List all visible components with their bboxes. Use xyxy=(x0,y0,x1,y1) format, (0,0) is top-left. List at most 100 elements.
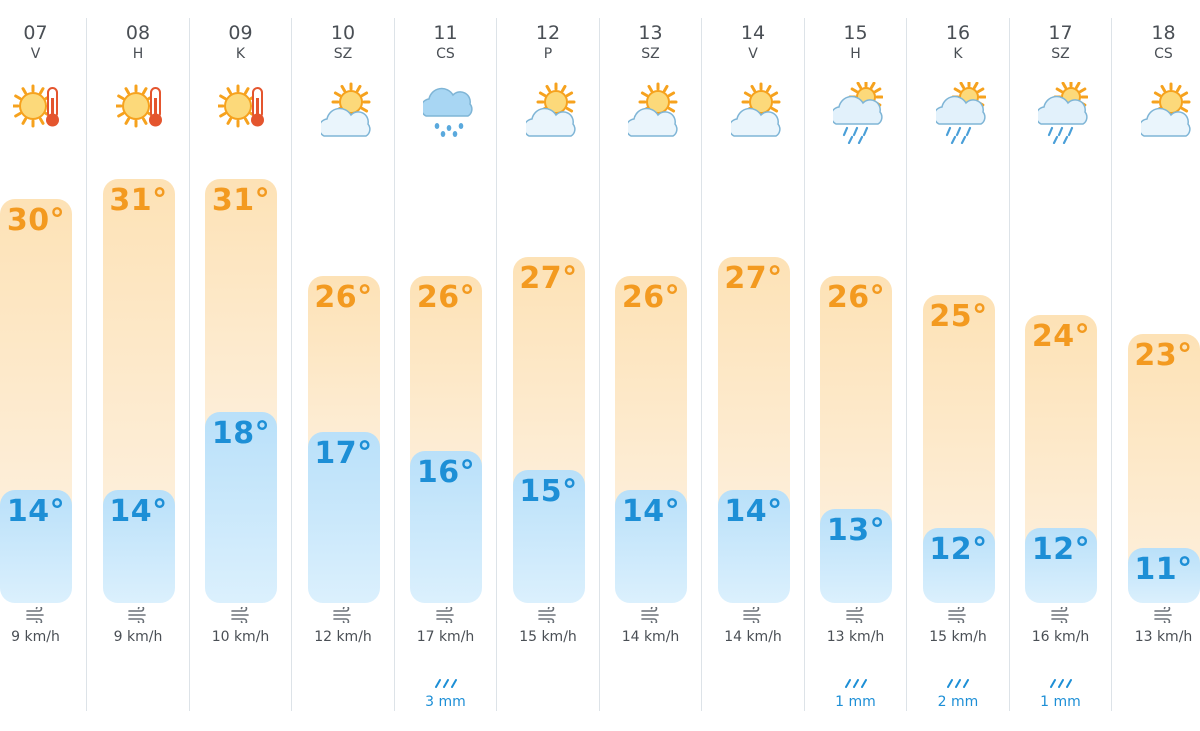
low-temp-bar: 11° xyxy=(1127,547,1200,603)
wind-icon xyxy=(293,605,394,625)
low-temp-label: 12° xyxy=(1031,532,1091,568)
sun-rain-cloud-icon xyxy=(932,79,986,145)
wind-icon xyxy=(190,605,291,625)
low-temp-bar: 12° xyxy=(1025,528,1097,603)
high-temp-label: 26° xyxy=(621,279,681,315)
partly-cloudy-icon xyxy=(1137,82,1191,140)
low-temp-bar: 17° xyxy=(307,431,380,603)
day-name: P xyxy=(543,46,553,62)
high-temp-label: 25° xyxy=(929,299,988,335)
day-name: H xyxy=(132,46,144,62)
wind-icon xyxy=(88,605,189,625)
day-column[interactable]: 12 P 27° 15° 15 km/h xyxy=(498,18,600,711)
partly-cloudy-icon xyxy=(727,82,781,140)
low-temp-bar: 13° xyxy=(820,509,892,603)
day-name: K xyxy=(235,46,246,62)
rain-amount: 3 mm xyxy=(425,694,466,710)
day-name: K xyxy=(953,46,963,62)
low-temp-label: 16° xyxy=(416,455,476,491)
partly-cloudy-icon xyxy=(317,82,371,140)
day-column[interactable]: 13 SZ 26° 14° 14 km/h xyxy=(600,18,702,711)
wind-speed: 13 km/h xyxy=(1134,629,1193,645)
low-temp-label: 12° xyxy=(929,532,988,568)
hot-sun-thermometer-icon xyxy=(11,82,63,140)
low-temp-bar: 16° xyxy=(410,451,482,603)
rain-icon xyxy=(395,673,496,688)
day-name: SZ xyxy=(641,46,660,62)
low-temp-bar: 14° xyxy=(0,489,72,603)
rain-icon xyxy=(1010,673,1111,688)
day-column[interactable]: 15 H 26° 13° 13 km/h 1 mm xyxy=(805,18,907,711)
rain-cloud-icon xyxy=(420,82,473,140)
day-date: 18 xyxy=(1151,22,1176,44)
day-date: 10 xyxy=(330,22,356,44)
high-temp-label: 27° xyxy=(519,260,578,296)
low-temp-label: 14° xyxy=(6,493,66,529)
day-name: H xyxy=(850,46,861,62)
day-date: 14 xyxy=(740,22,766,44)
wind-speed: 16 km/h xyxy=(1031,629,1090,645)
low-temp-bar: 12° xyxy=(922,528,995,603)
wind-icon xyxy=(703,605,804,625)
day-name: SZ xyxy=(333,46,353,62)
wind-speed: 15 km/h xyxy=(929,629,987,645)
wind-speed: 10 km/h xyxy=(211,629,270,645)
day-column[interactable]: 07 V 30° 14° 9 km/h xyxy=(0,18,87,711)
low-temp-bar: 14° xyxy=(615,489,687,603)
low-temp-label: 11° xyxy=(1134,551,1193,587)
wind-speed: 12 km/h xyxy=(314,629,372,645)
low-temp-label: 14° xyxy=(621,493,681,529)
day-column[interactable]: 17 SZ 24° 12° 16 km/h 1 mm xyxy=(1010,18,1112,711)
wind-speed: 14 km/h xyxy=(724,629,782,645)
day-column[interactable]: 10 SZ 26° 17° 12 km/h xyxy=(293,18,395,711)
day-date: 12 xyxy=(535,22,561,44)
rain-amount: 1 mm xyxy=(835,694,876,710)
low-temp-label: 14° xyxy=(109,493,168,529)
low-temp-label: 14° xyxy=(724,493,783,529)
wind-icon xyxy=(908,605,1009,625)
wind-speed: 15 km/h xyxy=(519,629,577,645)
low-temp-bar: 14° xyxy=(717,489,790,603)
day-column[interactable]: 14 V 27° 14° 14 km/h xyxy=(703,18,805,711)
high-temp-label: 26° xyxy=(314,279,373,315)
hot-sun-thermometer-icon xyxy=(216,82,268,140)
sun-rain-cloud-icon xyxy=(1035,79,1089,145)
day-name: V xyxy=(748,46,758,62)
day-name: CS xyxy=(436,46,455,62)
rain-amount: 1 mm xyxy=(1040,694,1081,710)
day-name: CS xyxy=(1154,46,1173,62)
day-column[interactable]: 16 K 25° 12° 15 km/h 2 mm xyxy=(908,18,1010,711)
wind-icon xyxy=(600,605,701,625)
wind-icon xyxy=(0,605,86,625)
sun-rain-cloud-icon xyxy=(830,79,884,145)
wind-icon xyxy=(1113,605,1200,625)
low-temp-label: 13° xyxy=(826,513,886,549)
day-column[interactable]: 08 H 31° 14° 9 km/h xyxy=(88,18,190,711)
high-temp-bar: 30° xyxy=(0,198,72,544)
day-column[interactable]: 09 K 31° 18° 10 km/h xyxy=(190,18,292,711)
wind-icon xyxy=(395,605,496,625)
high-temp-label: 26° xyxy=(826,279,886,315)
wind-speed: 17 km/h xyxy=(416,629,475,645)
low-temp-label: 17° xyxy=(314,435,373,471)
low-temp-bar: 15° xyxy=(512,470,585,603)
low-temp-bar: 18° xyxy=(205,412,277,603)
day-name: SZ xyxy=(1051,46,1070,62)
high-temp-bar: 31° xyxy=(102,179,175,544)
low-temp-label: 15° xyxy=(519,474,578,510)
wind-speed: 9 km/h xyxy=(11,629,60,645)
wind-speed: 14 km/h xyxy=(621,629,680,645)
day-date: 15 xyxy=(843,22,868,44)
day-date: 08 xyxy=(125,22,151,44)
high-temp-label: 31° xyxy=(109,183,168,219)
high-temp-label: 24° xyxy=(1031,318,1091,354)
high-temp-label: 30° xyxy=(6,202,66,238)
high-temp-label: 27° xyxy=(724,260,783,296)
day-column[interactable]: 11 CS 26° 16° 17 km/h 3 mm xyxy=(395,18,497,711)
rain-icon xyxy=(805,673,906,688)
rain-amount: 2 mm xyxy=(937,694,979,710)
day-column[interactable]: 18 CS 23° 11° 13 km/h xyxy=(1113,18,1200,711)
day-name: V xyxy=(30,46,41,62)
day-date: 11 xyxy=(433,22,458,44)
